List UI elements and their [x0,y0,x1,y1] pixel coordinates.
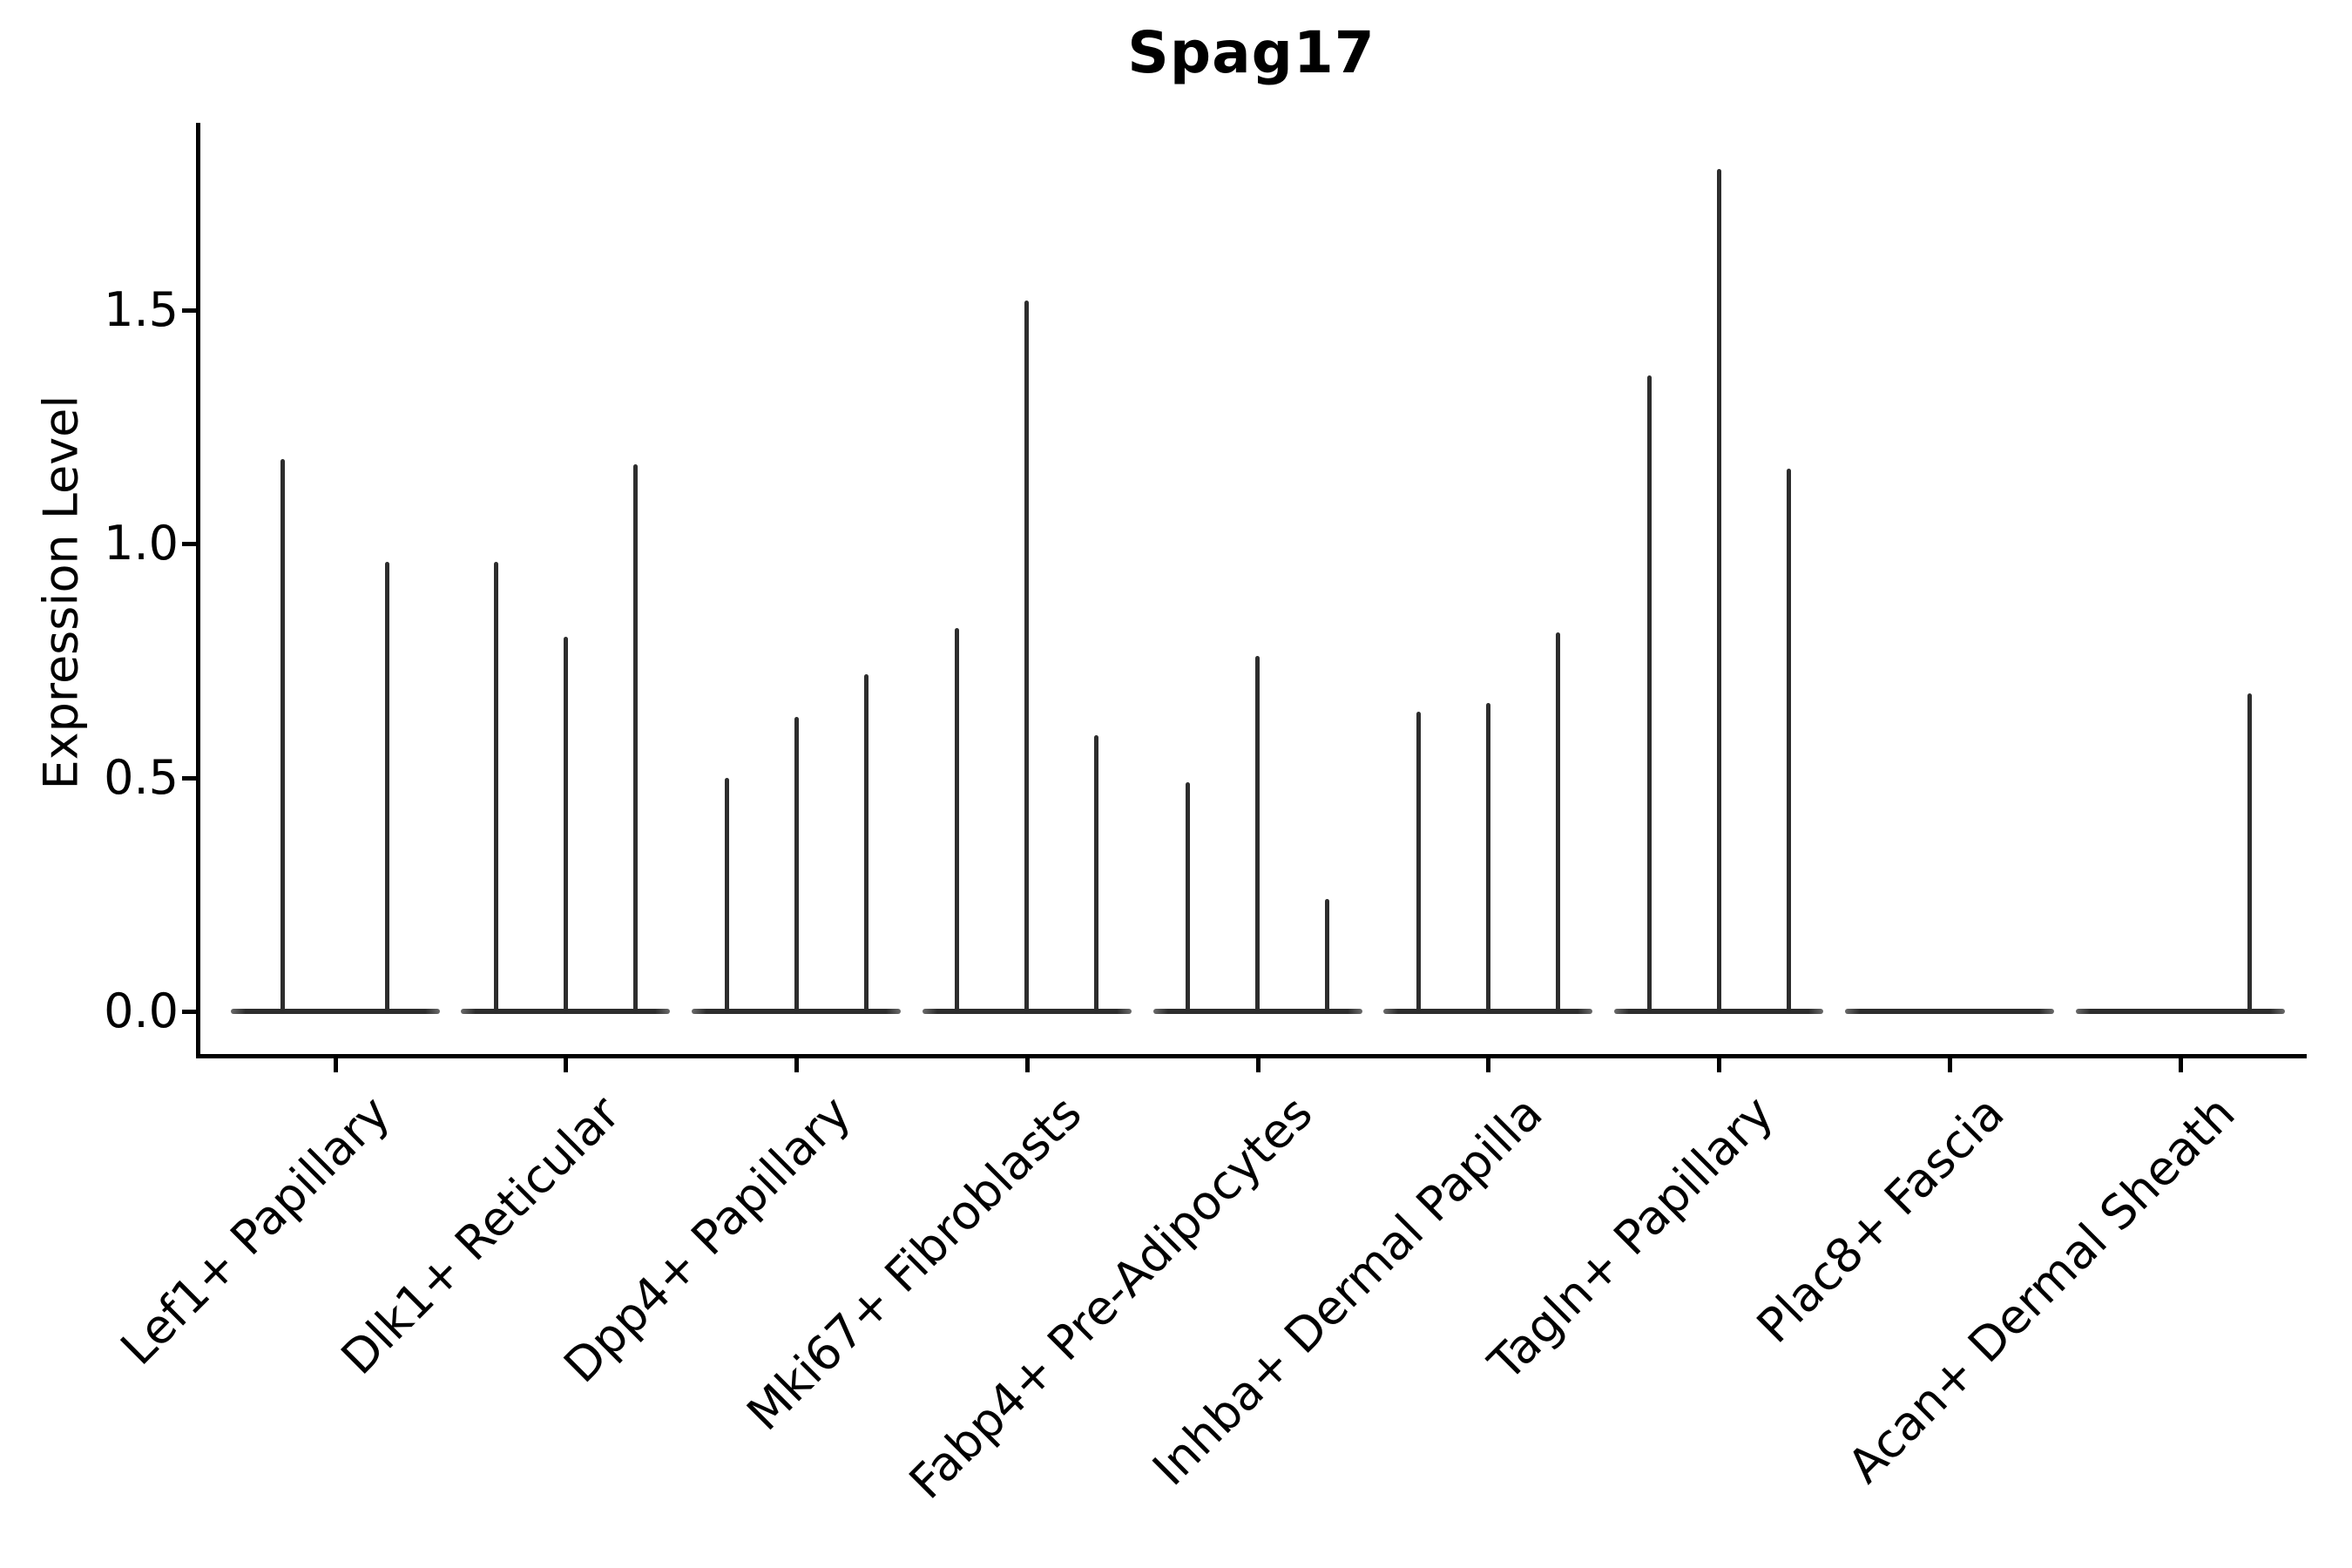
x-tick [1024,1058,1030,1072]
y-tick [182,1010,196,1014]
x-tick-label: Plac8+ Fascia [1746,1085,2015,1354]
violin-spike [1186,781,1190,1014]
x-tick [1717,1058,1721,1072]
violin-spike [1786,469,1791,1014]
violin-spike [1555,632,1560,1014]
violin-spike [1716,169,1721,1014]
x-tick-label: Fabp4+ Pre-Adipocytes [898,1085,1323,1510]
x-tick [564,1058,569,1072]
violin-spike [1024,300,1030,1014]
violin-baseline [2075,1009,2285,1014]
y-tick-label: 1.0 [104,516,179,571]
violin-spike [794,716,799,1014]
violin-spike [632,463,638,1014]
violin-spike [724,777,729,1014]
x-tick-label: Acan+ Dermal Sheath [1836,1085,2246,1494]
violin-spike [1646,375,1652,1014]
violin-spike [1255,655,1260,1014]
y-tick-label: 0.5 [104,749,179,805]
violin-spike [1094,735,1099,1014]
chart-title: Spag17 [1127,19,1375,86]
violin-spike [280,459,285,1014]
x-axis-spine [196,1054,2307,1058]
violin-spike [385,562,389,1014]
y-tick [182,775,196,781]
y-tick-label: 1.5 [104,281,179,337]
y-axis-spine [196,123,200,1058]
violin-spike [1416,712,1421,1014]
y-tick [182,542,196,546]
violin-spike [493,562,498,1014]
x-tick [2178,1058,2183,1072]
x-tick [794,1058,799,1072]
x-tick [1486,1058,1491,1072]
violin-baseline [1844,1009,2054,1014]
violin-spike [955,627,960,1014]
y-tick [182,308,196,313]
x-tick [1255,1058,1260,1072]
violin-spike [1325,899,1329,1014]
violin-spike [863,674,868,1014]
violin-spike [1485,702,1490,1014]
violin-spike [563,637,568,1014]
x-tick-label: Inhba+ Dermal Papilla [1142,1085,1553,1497]
violin-spike [2247,693,2252,1014]
violin-baseline [230,1009,440,1014]
x-tick [1947,1058,1952,1072]
y-axis-label: Expression Level [33,395,89,790]
x-tick [333,1058,338,1072]
y-tick-label: 0.0 [104,983,179,1038]
